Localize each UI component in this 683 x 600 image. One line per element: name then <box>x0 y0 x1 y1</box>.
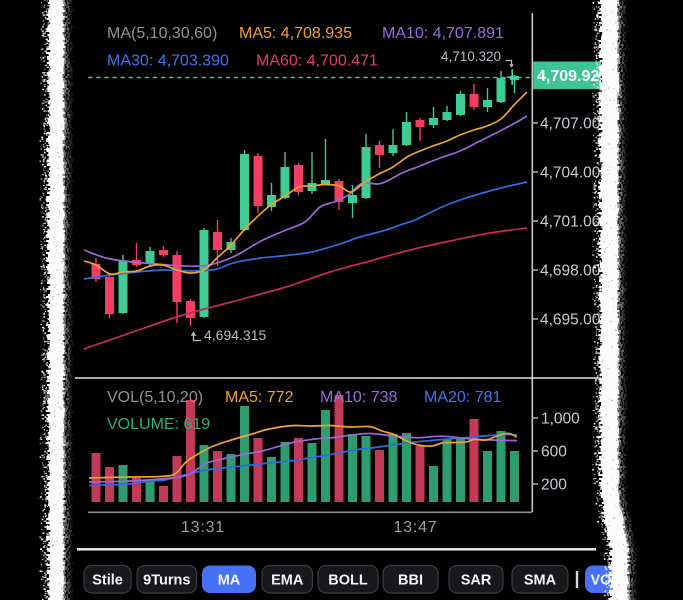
svg-text:MA: MA <box>218 573 241 589</box>
svg-text:4,710.320: 4,710.320 <box>441 49 501 64</box>
svg-text:MA5: 4,708.935: MA5: 4,708.935 <box>239 25 352 42</box>
svg-text:4,704.00: 4,704.00 <box>540 165 601 182</box>
svg-text:MA20: 781: MA20: 781 <box>424 389 501 406</box>
svg-text:MA10: 4,707.891: MA10: 4,707.891 <box>382 25 504 42</box>
svg-text:SAR: SAR <box>461 573 492 589</box>
svg-text:4,701.00: 4,701.00 <box>540 214 601 231</box>
svg-text:MA30: 4,703.390: MA30: 4,703.390 <box>107 53 229 70</box>
svg-text:4,709.92: 4,709.92 <box>537 68 599 85</box>
svg-text:13:31: 13:31 <box>181 519 225 536</box>
svg-text:600: 600 <box>541 444 567 461</box>
svg-text:MA5: 772: MA5: 772 <box>225 389 294 406</box>
svg-text:9Turns: 9Turns <box>143 573 190 589</box>
svg-text:Stile: Stile <box>92 573 123 589</box>
svg-text:4,698.00: 4,698.00 <box>540 263 601 280</box>
svg-text:1,000: 1,000 <box>541 411 580 428</box>
svg-text:VOLUME: 619: VOLUME: 619 <box>107 416 210 433</box>
svg-text:4,695.00: 4,695.00 <box>540 312 601 329</box>
svg-text:MA(5,10,30,60): MA(5,10,30,60) <box>107 25 217 42</box>
svg-text:13:47: 13:47 <box>393 519 437 536</box>
svg-text:MA10: 738: MA10: 738 <box>320 389 397 406</box>
svg-text:MA60: 4,700.471: MA60: 4,700.471 <box>256 53 378 70</box>
svg-text:SMA: SMA <box>524 573 557 589</box>
svg-text:BOLL: BOLL <box>328 573 368 589</box>
svg-text:BBI: BBI <box>398 573 423 589</box>
svg-text:200: 200 <box>541 477 567 494</box>
svg-text:4,694.315: 4,694.315 <box>204 327 266 343</box>
svg-text:4,707.00: 4,707.00 <box>540 116 601 133</box>
svg-text:EMA: EMA <box>271 573 304 589</box>
svg-text:VOL(5,10,20): VOL(5,10,20) <box>107 389 203 406</box>
